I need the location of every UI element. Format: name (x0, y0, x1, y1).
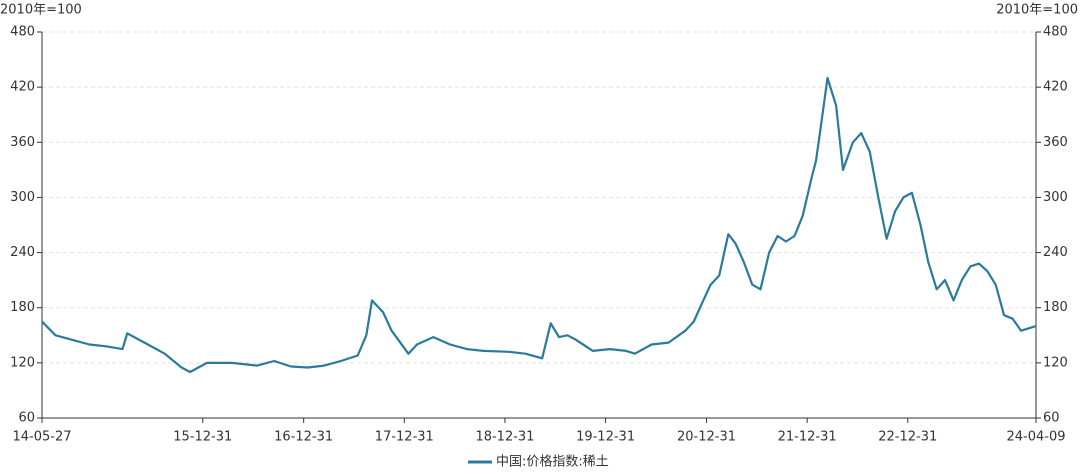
y2-tick-label: 420 (1043, 80, 1068, 95)
y-unit-label: 2010年=100 (0, 3, 82, 18)
x-tick-label: 15-12-31 (173, 430, 232, 445)
y-tick-label: 360 (10, 135, 35, 150)
x-tick-label: 18-12-31 (475, 430, 534, 445)
y2-tick-label: 480 (1043, 25, 1068, 40)
data-line (41, 76, 1037, 374)
y2-tick-label: 60 (1043, 411, 1060, 426)
y2-tick-label: 120 (1043, 355, 1068, 370)
x-tick-label: 19-12-31 (576, 430, 635, 445)
y2-tick-label: 300 (1043, 190, 1068, 205)
y-tick-label: 420 (10, 80, 35, 95)
x-tick-label: 16-12-31 (274, 430, 333, 445)
y2-tick-label: 240 (1043, 245, 1068, 260)
y-tick-label: 240 (10, 245, 35, 260)
y2-unit-label: 2010年=100 (996, 3, 1078, 18)
x-tick-label: 22-12-31 (878, 430, 937, 445)
x-tick-label: 14-05-27 (12, 430, 71, 445)
x-tick-label: 17-12-31 (375, 430, 434, 445)
y-tick-label: 60 (18, 411, 35, 426)
legend-label: 中国:价格指数:稀土 (496, 454, 609, 470)
x-tick-label: 24-04-09 (1006, 430, 1065, 445)
y-tick-label: 480 (10, 25, 35, 40)
x-tick-label: 20-12-31 (677, 430, 736, 445)
y-tick-label: 120 (10, 355, 35, 370)
y2-tick-label: 360 (1043, 135, 1068, 150)
x-tick-label: 21-12-31 (778, 430, 837, 445)
y-tick-label: 180 (10, 300, 35, 315)
y-tick-label: 300 (10, 190, 35, 205)
y2-tick-label: 180 (1043, 300, 1068, 315)
